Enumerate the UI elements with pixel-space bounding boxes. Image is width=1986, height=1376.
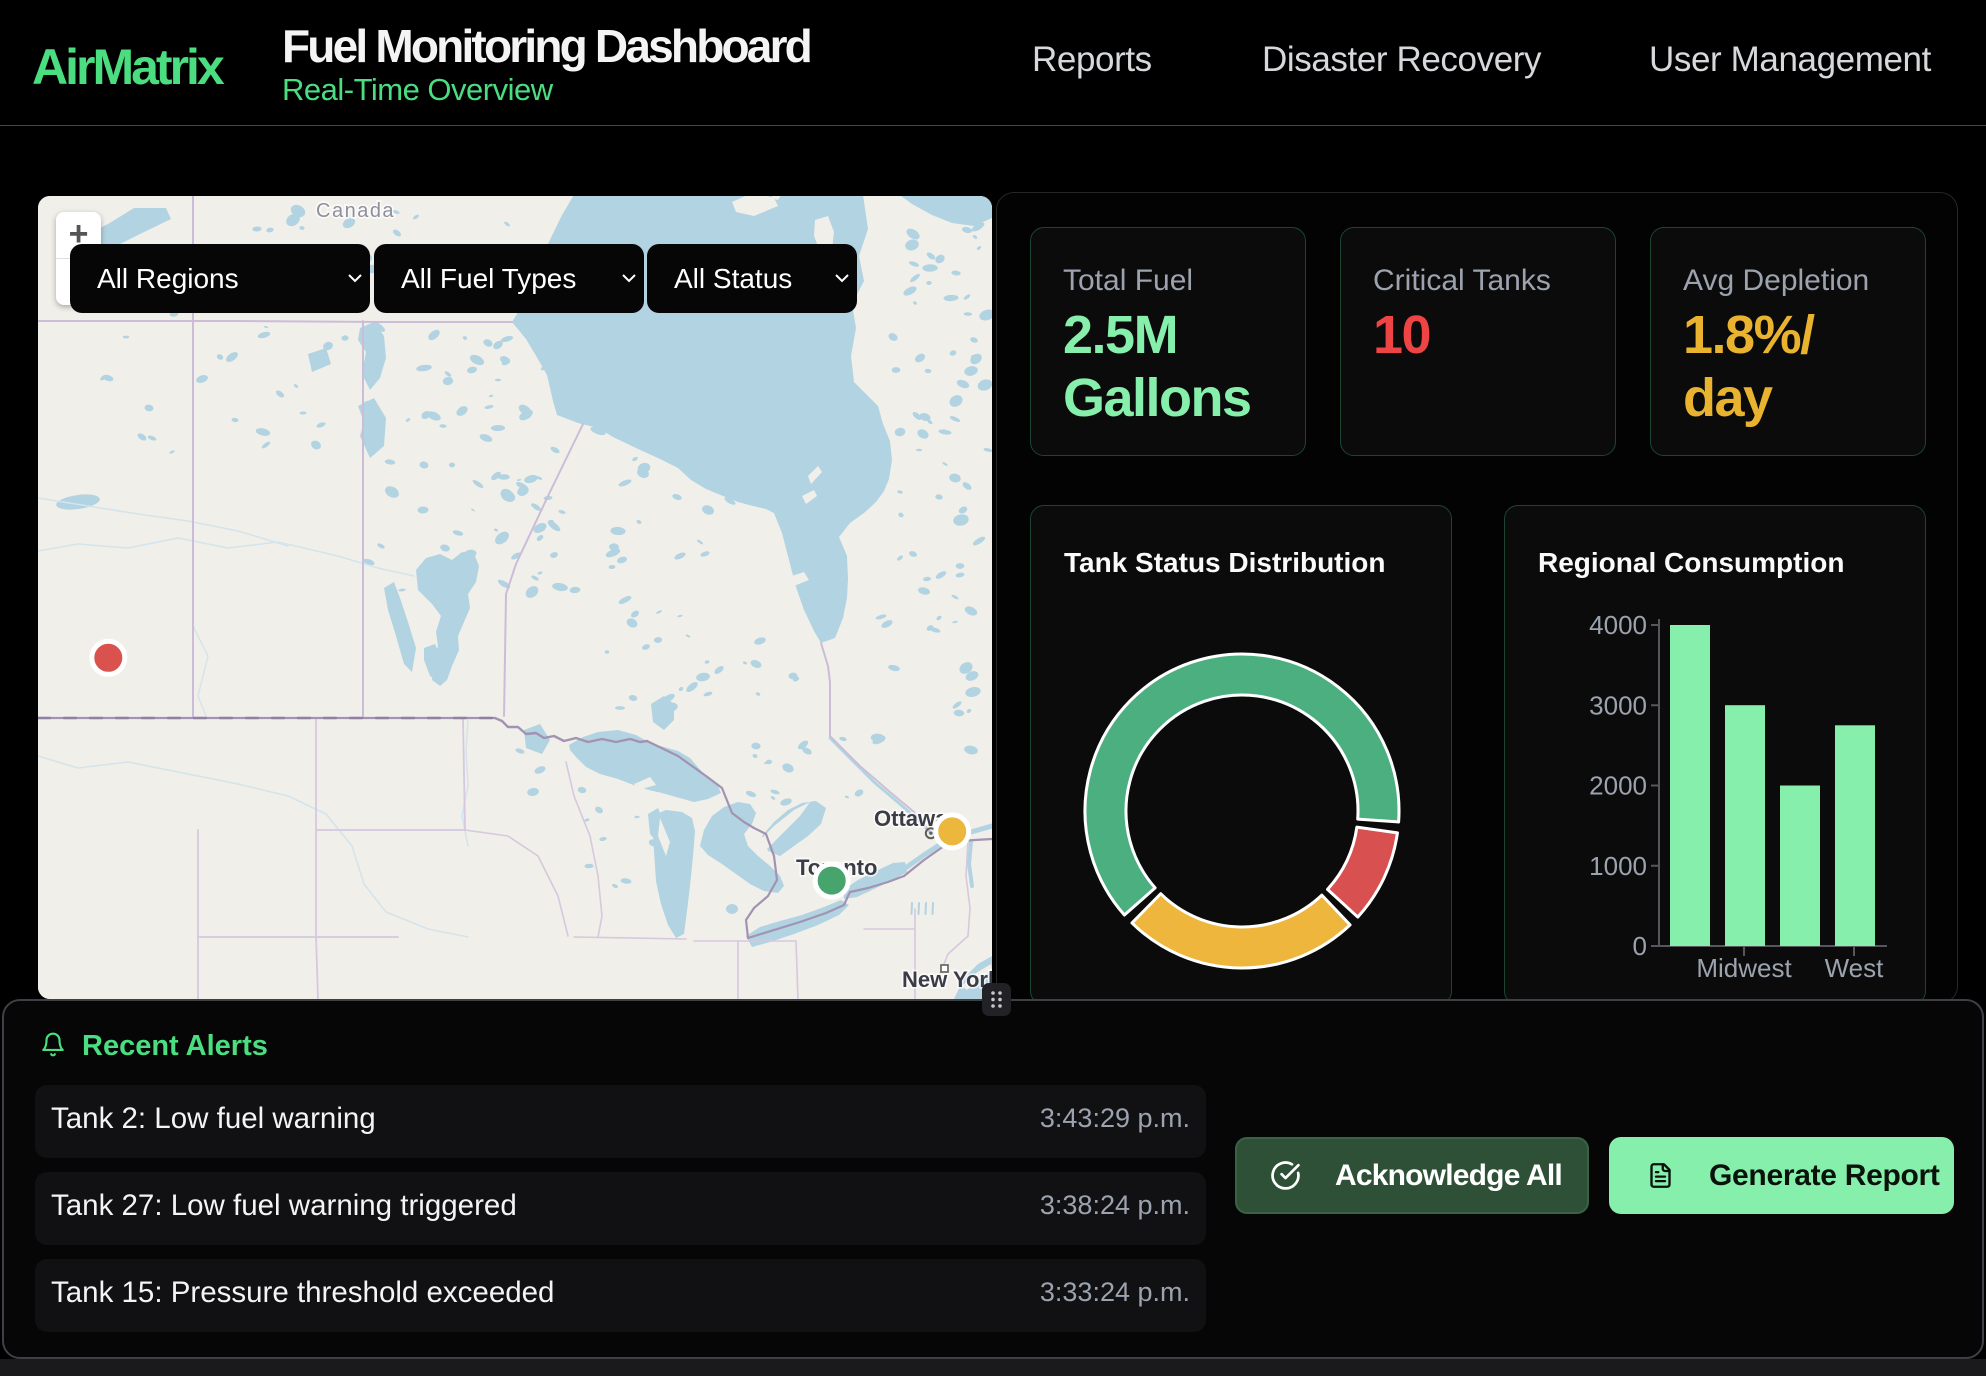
svg-text:1000: 1000: [1589, 851, 1647, 881]
svg-text:0: 0: [1633, 931, 1647, 961]
svg-text:2000: 2000: [1589, 771, 1647, 801]
svg-text:West: West: [1825, 953, 1885, 983]
svg-text:4000: 4000: [1589, 610, 1647, 640]
svg-text:3000: 3000: [1589, 690, 1647, 720]
svg-text:Canada: Canada: [316, 200, 395, 222]
svg-text:Midwest: Midwest: [1696, 953, 1792, 983]
svg-text:Canada: Canada: [316, 200, 395, 222]
